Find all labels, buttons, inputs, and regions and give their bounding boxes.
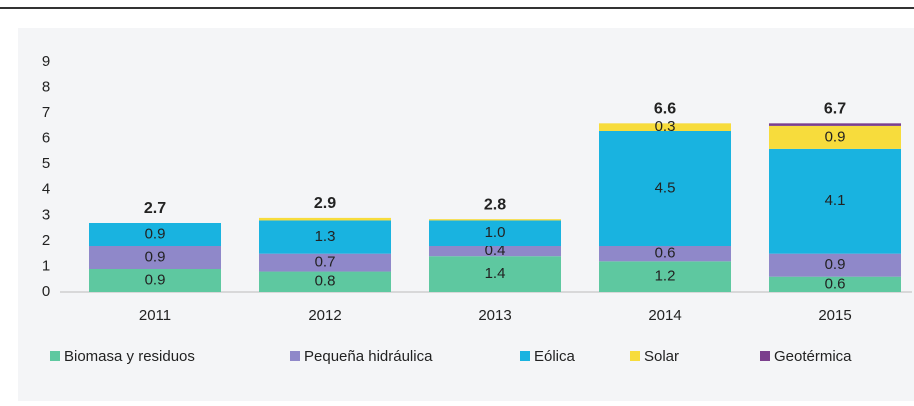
bar-segment: [429, 246, 561, 257]
y-tick-label: 7: [42, 104, 50, 121]
x-tick-label: 2013: [478, 307, 511, 324]
value-label: 1.0: [485, 224, 506, 241]
y-tick-label: 6: [42, 130, 50, 147]
legend-swatch: [520, 351, 530, 361]
y-tick-label: 1: [42, 257, 50, 274]
value-label: 4.5: [655, 179, 676, 196]
total-label: 6.6: [654, 101, 676, 118]
bar-segment: [89, 269, 221, 292]
value-label: 0.8: [315, 273, 336, 290]
x-tick-label: 2015: [818, 307, 851, 324]
value-label: 0.9: [825, 128, 846, 145]
value-label: 1.3: [315, 228, 336, 245]
chart-panel: [18, 28, 914, 401]
value-label: 0.4: [485, 242, 506, 259]
x-tick-label: 2014: [648, 307, 681, 324]
value-label: 0.9: [145, 248, 166, 265]
bar-segment: [769, 148, 901, 254]
bar-segment: [599, 246, 731, 262]
legend-swatch: [630, 351, 640, 361]
legend-label: Solar: [644, 348, 679, 365]
bar-segment: [769, 253, 901, 277]
x-tick-label: 2011: [139, 307, 171, 324]
legend-swatch: [290, 351, 300, 361]
value-label: 0.9: [145, 225, 166, 242]
bar-segment: [769, 123, 901, 126]
y-tick-label: 3: [42, 206, 50, 223]
x-tick-label: 2012: [308, 307, 341, 324]
y-tick-label: 4: [42, 181, 50, 198]
bar-segment: [89, 223, 221, 246]
value-label: 0.7: [315, 254, 336, 271]
y-tick-label: 9: [42, 53, 50, 70]
bar-segment: [599, 123, 731, 131]
value-label: 0.6: [655, 245, 676, 262]
value-label: 0.9: [825, 256, 846, 273]
bar-segment: [429, 220, 561, 246]
total-label: 6.7: [824, 101, 846, 118]
bar-segment: [429, 219, 561, 221]
bar-segment: [429, 256, 561, 292]
legend-swatch: [760, 351, 770, 361]
bar-segment: [89, 246, 221, 269]
y-tick-label: 5: [42, 155, 50, 172]
bar-segment: [259, 253, 391, 272]
legend-swatch: [50, 351, 60, 361]
bar-segment: [769, 276, 901, 292]
bar-segment: [259, 220, 391, 254]
value-label: 0.3: [655, 118, 676, 135]
total-label: 2.8: [484, 196, 506, 213]
value-label: 1.4: [485, 265, 506, 282]
total-label: 2.9: [314, 195, 336, 212]
value-label: 1.2: [655, 268, 676, 285]
y-tick-label: 8: [42, 79, 50, 96]
legend-label: Geotérmica: [774, 348, 852, 365]
total-label: 2.7: [144, 200, 166, 217]
y-tick-label: 2: [42, 232, 50, 249]
bar-segment: [599, 261, 731, 292]
legend-label: Eólica: [534, 348, 576, 365]
bar-segment: [769, 125, 901, 149]
value-label: 0.9: [145, 271, 166, 288]
bar-segment: [259, 217, 391, 221]
y-tick-label: 0: [42, 283, 50, 300]
bar-segment: [259, 271, 391, 292]
value-label: 4.1: [825, 192, 846, 209]
legend-label: Biomasa y residuos: [64, 348, 195, 365]
bar-segment: [599, 131, 731, 246]
legend-label: Pequeña hidráulica: [304, 348, 433, 365]
value-label: 0.6: [825, 275, 846, 292]
